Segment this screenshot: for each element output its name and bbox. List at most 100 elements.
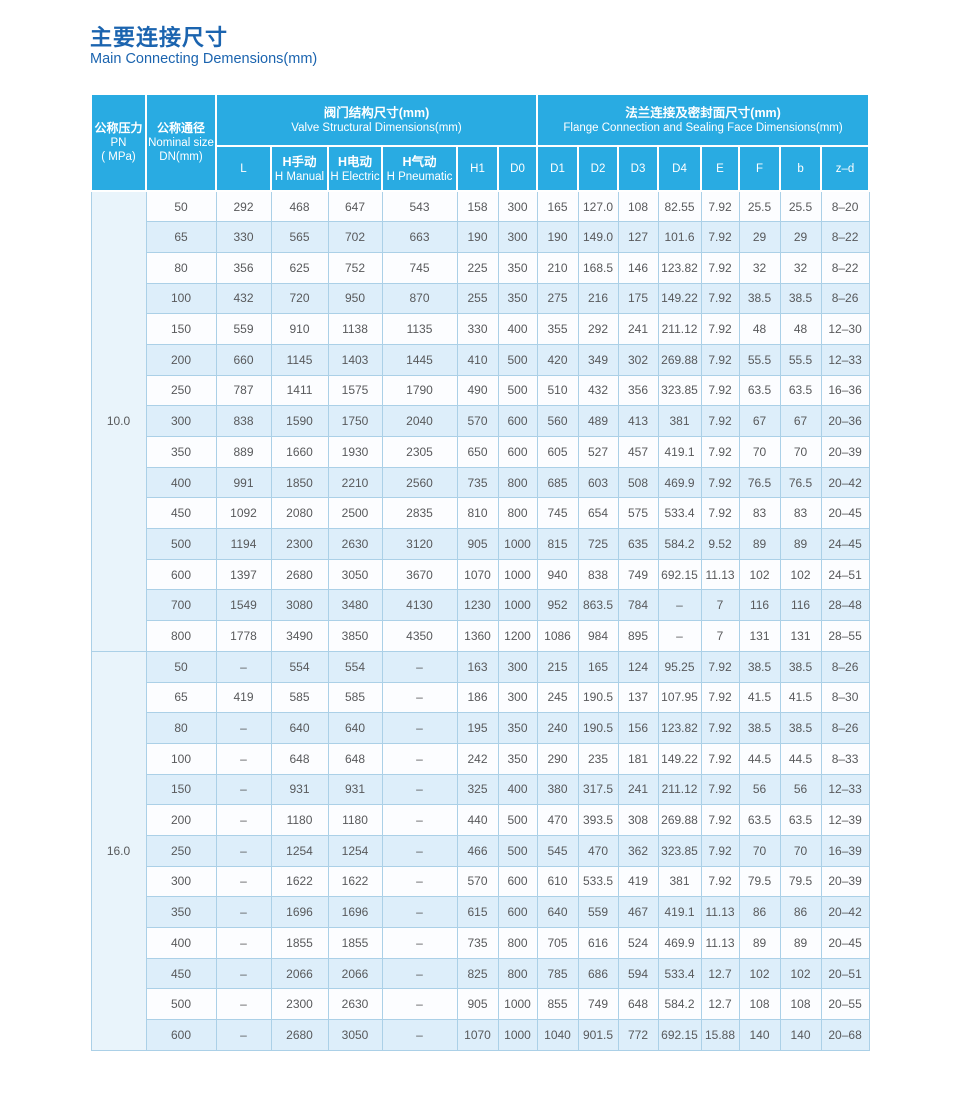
table-cell: 55.5 — [779, 343, 822, 376]
dn-cell: 450 — [145, 497, 217, 530]
table-cell: 663 — [381, 221, 458, 253]
table-cell: 20–45 — [820, 497, 870, 530]
table-cell: 1360 — [456, 620, 499, 652]
table-cell: – — [215, 896, 272, 928]
table-cell: 20–39 — [820, 865, 870, 898]
table-cell: 12–33 — [820, 343, 870, 376]
dn-cell: 200 — [145, 343, 217, 376]
table-cell: 419.1 — [657, 896, 702, 928]
dn-cell: 150 — [145, 773, 217, 806]
subheader-row: L H手动 H Manual H电动 H Electric H气动 H Pneumatic H… — [91, 145, 871, 192]
table-cell: 400 — [497, 313, 538, 345]
table-cell: 2630 — [327, 528, 383, 560]
table-cell: 186 — [456, 681, 499, 714]
table-cell: 585 — [270, 681, 329, 714]
column-header-label: z–d — [835, 162, 855, 175]
dn-cell: 500 — [145, 988, 217, 1021]
table-cell: 1086 — [536, 620, 579, 652]
table-cell: 83 — [738, 497, 781, 530]
table-cell: 1778 — [215, 620, 272, 652]
table-cell: 16–36 — [820, 374, 870, 407]
table-cell: 241 — [617, 773, 659, 806]
table-cell: 102 — [738, 558, 781, 591]
table-cell: 570 — [456, 865, 499, 898]
table-cell: – — [381, 834, 458, 867]
table-cell: 7 — [700, 589, 740, 622]
table-cell: 749 — [617, 558, 659, 591]
table-cell: 124 — [617, 650, 659, 683]
table-cell: 225 — [456, 251, 499, 284]
table-cell: 12.7 — [700, 957, 740, 990]
table-cell: 685 — [536, 466, 579, 499]
table-cell: 131 — [779, 620, 822, 652]
table-cell: 101.6 — [657, 221, 702, 253]
table-cell: 584.2 — [657, 988, 702, 1021]
table-cell: 9.52 — [700, 528, 740, 560]
table-row: 300 838 1590 1750 2040 570 600 560 489 413 381 7.92… — [91, 405, 870, 437]
table-cell: 108 — [779, 988, 822, 1021]
column-header-label: H Pneumatic — [386, 170, 453, 183]
column-header: E — [700, 145, 741, 192]
table-row: 700 1549 3080 3480 4130 1230 1000 952 863.5 784–7… — [91, 589, 870, 622]
table-cell: 235 — [577, 742, 619, 775]
table-cell: 1660 — [270, 436, 329, 468]
table-cell: 7.92 — [700, 282, 740, 315]
table-cell: 3050 — [327, 558, 383, 591]
table-cell: 269.88 — [657, 343, 702, 376]
table-cell: 7.92 — [700, 251, 740, 284]
table-cell: 32 — [738, 251, 781, 284]
table-row: 100–648 648–242 350 290 235 181 149.22 7.92 44.5… — [91, 742, 870, 775]
column-header-label: D2 — [590, 162, 606, 175]
table-cell: 165 — [536, 190, 579, 223]
table-cell: 527 — [577, 436, 619, 468]
table-cell: 20–45 — [820, 927, 870, 959]
table-cell: 76.5 — [779, 466, 822, 499]
table-cell: 349 — [577, 343, 619, 376]
table-cell: 647 — [327, 190, 383, 223]
table-cell: 8–26 — [820, 650, 870, 683]
table-cell: 158 — [456, 190, 499, 223]
table-cell: 800 — [497, 927, 538, 959]
table-cell: 215 — [536, 650, 579, 683]
table-cell: 102 — [779, 957, 822, 990]
table-cell: 749 — [577, 988, 619, 1021]
table-cell: 950 — [327, 282, 383, 315]
table-cell: 1397 — [215, 558, 272, 591]
table-cell: 48 — [779, 313, 822, 345]
table-cell: 469.9 — [657, 466, 702, 499]
table-cell: 905 — [456, 528, 499, 560]
table-cell: 735 — [456, 927, 499, 959]
table-cell: 48 — [738, 313, 781, 345]
table-cell: 469.9 — [657, 927, 702, 959]
table-cell: 1092 — [215, 497, 272, 530]
dn-cell: 200 — [145, 804, 217, 836]
table-cell: 102 — [738, 957, 781, 990]
table-cell: 640 — [327, 712, 383, 744]
table-cell: 12–33 — [820, 773, 870, 806]
table-cell: 55.5 — [738, 343, 781, 376]
dimensions-table: 公称压力 PN ( MPa) 公称通径 Nominal size DN(mm) … — [90, 93, 871, 1051]
table-cell: 242 — [456, 742, 499, 775]
table-row: 450 1092 2080 2500 2835 810 800 745 654 575 533.4 7… — [91, 497, 870, 530]
table-cell: 692.15 — [657, 1019, 702, 1051]
table-cell: 772 — [617, 1019, 659, 1051]
table-cell: 545 — [536, 834, 579, 867]
flange-dimensions-group-header: 法兰连接及密封面尺寸(mm) Flange Connection and Sea… — [536, 93, 871, 147]
table-cell: 20–42 — [820, 466, 870, 499]
table-cell: 560 — [536, 405, 579, 437]
table-cell: 1194 — [215, 528, 272, 560]
table-cell: – — [215, 650, 272, 683]
table-cell: 410 — [456, 343, 499, 376]
table-row: 250–1254 1254–466 500 545 470 362 323.85 7.92 70… — [91, 834, 870, 867]
dn-cell: 700 — [145, 589, 217, 622]
table-cell: 300 — [497, 221, 538, 253]
table-cell: 38.5 — [779, 712, 822, 744]
table-cell: 140 — [738, 1019, 781, 1051]
column-header-label: F — [756, 162, 764, 175]
table-cell: 615 — [456, 896, 499, 928]
table-cell: – — [381, 865, 458, 898]
table-cell: 640 — [536, 896, 579, 928]
table-cell: 1622 — [327, 865, 383, 898]
table-cell: 1696 — [270, 896, 329, 928]
table-cell: 67 — [779, 405, 822, 437]
